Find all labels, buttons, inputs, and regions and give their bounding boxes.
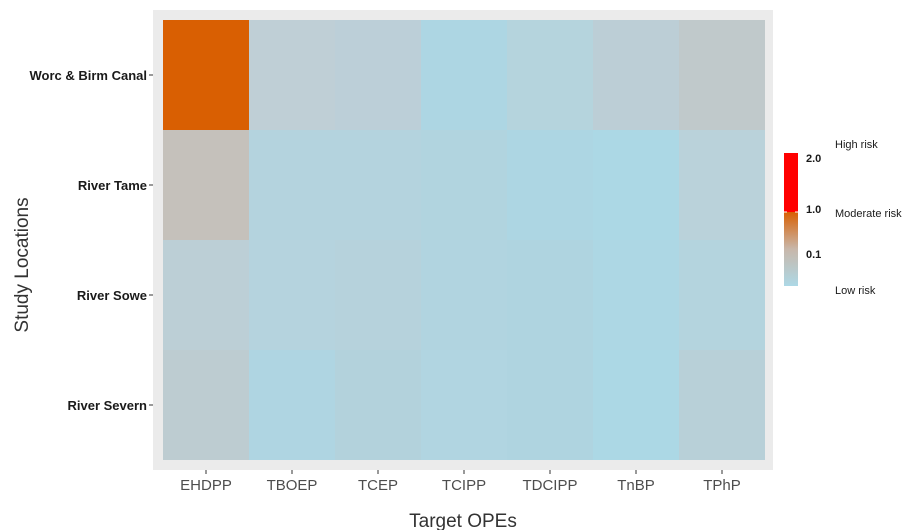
legend-tick-1: 1.0 <box>806 204 821 216</box>
heatmap-cell <box>593 20 679 130</box>
heatmap-cell <box>163 20 249 130</box>
legend-high-swatch <box>784 153 798 212</box>
legend-high-risk: High risk <box>835 139 878 151</box>
legend-tick-0-1: 0.1 <box>806 249 821 261</box>
heatmap-cell <box>163 350 249 460</box>
legend-gradient <box>784 212 798 286</box>
heatmap-cell <box>507 240 593 350</box>
heatmap-cell <box>593 240 679 350</box>
y-tick-label: River Severn <box>68 398 148 413</box>
heatmap-cell <box>507 20 593 130</box>
heatmap-cell <box>679 350 765 460</box>
x-tick-label: TCEP <box>358 477 398 494</box>
heatmap-cell <box>593 350 679 460</box>
x-axis-ticks: EHDPP TBOEP TCEP TCIPP TDCIPP TnBP TPhP <box>180 470 741 494</box>
x-tick-label: TDCIPP <box>522 477 577 494</box>
heatmap-cells <box>163 20 765 460</box>
legend-moderate-risk: Moderate risk <box>835 208 902 220</box>
heatmap-cell <box>679 130 765 240</box>
heatmap-cell <box>421 350 507 460</box>
heatmap-cell <box>163 240 249 350</box>
heatmap-cell <box>335 130 421 240</box>
heatmap-cell <box>249 20 335 130</box>
heatmap-cell <box>249 130 335 240</box>
y-tick-label: River Sowe <box>77 288 147 303</box>
y-axis-ticks: Worc & Birm Canal River Tame River Sowe Riv… <box>29 68 153 413</box>
x-tick-label: TPhP <box>703 477 741 494</box>
heatmap-cell <box>421 130 507 240</box>
heatmap-cell <box>507 130 593 240</box>
y-tick-label: River Tame <box>78 178 147 193</box>
x-tick-label: TBOEP <box>267 477 318 494</box>
legend-low-risk: Low risk <box>835 285 876 297</box>
y-axis-title: Study Locations <box>12 197 33 332</box>
heatmap-cell <box>163 130 249 240</box>
heatmap-cell <box>249 240 335 350</box>
x-tick-label: EHDPP <box>180 477 232 494</box>
legend-tick-2: 2.0 <box>806 153 821 165</box>
heatmap-cell <box>421 240 507 350</box>
heatmap-cell <box>679 20 765 130</box>
x-tick-label: TnBP <box>617 477 655 494</box>
heatmap-cell <box>335 240 421 350</box>
y-tick-label: Worc & Birm Canal <box>29 68 147 83</box>
heatmap-cell <box>421 20 507 130</box>
x-axis-title: Target OPEs <box>409 511 517 530</box>
heatmap-cell <box>593 130 679 240</box>
heatmap-cell <box>249 350 335 460</box>
heatmap-cell <box>507 350 593 460</box>
legend: 2.0 1.0 0.1 High risk Moderate risk Low … <box>784 139 902 297</box>
heatmap-cell <box>335 20 421 130</box>
heatmap-cell <box>335 350 421 460</box>
heatmap-cell <box>679 240 765 350</box>
x-tick-label: TCIPP <box>442 477 486 494</box>
